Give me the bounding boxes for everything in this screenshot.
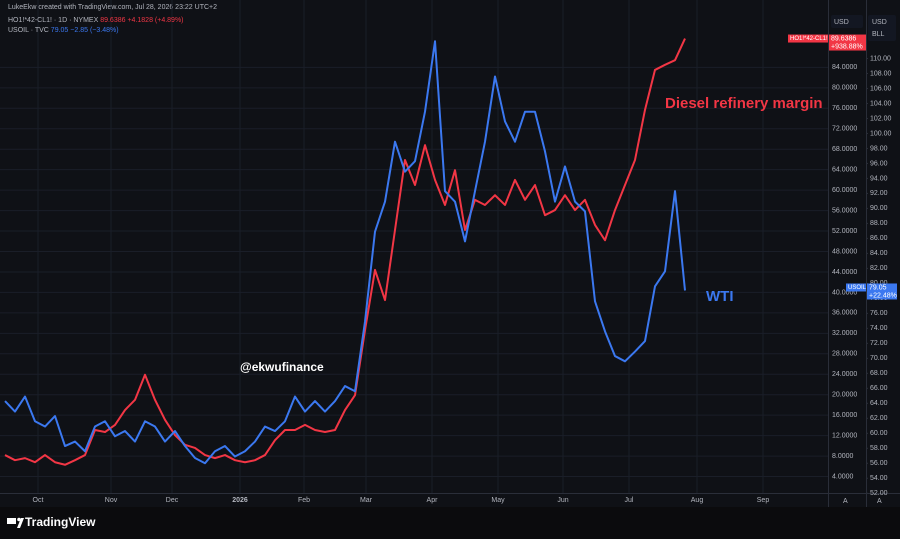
credit: LukeEkw created with TradingView.com, Ju…	[8, 4, 217, 11]
y2-tick-label: 68.00	[870, 370, 888, 377]
y-tick-label: 36.0000	[832, 310, 857, 317]
auto-scale-button[interactable]: A	[877, 498, 882, 505]
y-tick-label: 56.0000	[832, 207, 857, 214]
y2-tick-label: 54.00	[870, 475, 888, 482]
x-tick-label: Jun	[557, 497, 568, 504]
x-tick-label: Jul	[625, 497, 634, 504]
y2-tick-label: 56.00	[870, 460, 888, 467]
x-tick-label: Mar	[360, 497, 373, 504]
y-tick-label: 4.0000	[832, 473, 854, 480]
legend-text: HO1!*42-CL1! · 1D · NYMEX	[8, 17, 99, 24]
y-tick-label: 32.0000	[832, 330, 857, 337]
y-tick-label: 16.0000	[832, 412, 857, 419]
y2-tick-label: 64.00	[870, 400, 888, 407]
x-tick-label: Sep	[757, 497, 770, 504]
x-tick-label: Apr	[427, 497, 439, 504]
series-name: HO1!*42-CL1!	[790, 36, 828, 42]
y2-tick-label: 84.00	[870, 250, 888, 257]
x-tick-label: Feb	[298, 497, 310, 504]
y-tick-label: 28.0000	[832, 351, 857, 358]
y2-tick-label: 110.00	[870, 55, 891, 62]
y-tick-label: 20.0000	[832, 392, 857, 399]
last-value-label	[867, 283, 897, 300]
last-value: 89.6386	[831, 35, 856, 42]
y2-tick-label: 52.00	[870, 490, 888, 497]
y-tick-label: 60.0000	[832, 187, 857, 194]
y-tick-label: 48.0000	[832, 248, 857, 255]
last-value-label	[829, 34, 866, 51]
brand-logo	[7, 517, 24, 528]
y2-tick-label: 58.00	[870, 445, 888, 452]
y-tick-label: 64.0000	[832, 167, 857, 174]
legend-text: USOIL · TVC	[8, 27, 49, 34]
y2-tick-label: 102.00	[870, 115, 892, 122]
series-name-label	[788, 34, 828, 43]
currency[interactable]: USD	[872, 19, 887, 26]
annotation: Diesel refinery margin	[665, 95, 823, 112]
currency-button[interactable]	[868, 15, 896, 41]
y2-tick-label: 106.00	[870, 85, 892, 92]
legend-entry[interactable]: USOIL · TVC 79.05 −2.85 (−3.48%)	[8, 27, 119, 34]
y2-tick-label: 96.00	[870, 160, 888, 167]
y2-tick-label: 94.00	[870, 175, 888, 182]
y-tick-label: 76.0000	[832, 105, 857, 112]
y-tick-label: 80.0000	[832, 85, 857, 92]
legend-text: −2.85 (−3.48%)	[70, 27, 118, 34]
y-tick-label: 40.0000	[832, 289, 857, 296]
y2-tick-label: 86.00	[870, 235, 888, 242]
y-tick-label: 68.0000	[832, 146, 857, 153]
legend-text: 79.05	[51, 27, 69, 34]
currency-button[interactable]	[831, 15, 863, 28]
series-name-label	[846, 283, 866, 292]
x-tick-label: 2026	[232, 497, 248, 504]
y-tick-label: 84.0000	[832, 64, 857, 71]
y2-tick-label: 60.00	[870, 430, 888, 437]
y2-tick-label: 92.00	[870, 190, 888, 197]
grid	[0, 0, 828, 493]
y2-tick-label: 104.00	[870, 100, 892, 107]
legend-text: +4.1828 (+4.89%)	[127, 17, 183, 24]
y2-tick-label: 108.00	[870, 70, 892, 77]
y2-tick-label: 82.00	[870, 265, 888, 272]
total-change: +22.48%	[869, 292, 897, 299]
last-value: 79.05	[869, 284, 887, 291]
x-tick-label: Aug	[691, 497, 704, 504]
series-line	[4, 38, 686, 466]
currency[interactable]: USD	[834, 19, 849, 26]
total-change: +938.88%	[831, 43, 863, 50]
y2-tick-label: 66.00	[870, 385, 888, 392]
y-tick-label: 24.0000	[832, 371, 857, 378]
y2-tick-label: 72.00	[870, 340, 888, 347]
x-tick-label: Oct	[33, 497, 44, 504]
x-tick-label: May	[491, 497, 505, 504]
series-name: USOIL	[848, 285, 867, 291]
y2-tick-label: 100.00	[870, 130, 892, 137]
y2-tick-label: 76.00	[870, 310, 888, 317]
y2-tick-label: 70.00	[870, 355, 888, 362]
annotation: WTI	[706, 288, 734, 305]
brand: TradingView	[25, 515, 96, 529]
y2-tick-label: 98.00	[870, 145, 888, 152]
auto-scale-button[interactable]: A	[843, 498, 848, 505]
legend-entry[interactable]: HO1!*42-CL1! · 1D · NYMEX 89.6386 +4.182…	[8, 17, 184, 24]
x-tick-label: Dec	[166, 497, 179, 504]
annotation: @ekwufinance	[240, 360, 324, 374]
y-tick-label: 12.0000	[832, 432, 857, 439]
y-tick-label: 72.0000	[832, 126, 857, 133]
y-tick-label: 44.0000	[832, 269, 857, 276]
y-tick-label: 8.0000	[832, 453, 854, 460]
y2-tick-label: 90.00	[870, 205, 888, 212]
y2-tick-label: 88.00	[870, 220, 888, 227]
series-line	[4, 40, 686, 465]
legend-text: 89.6386	[100, 17, 125, 24]
y2-tick-label: 62.00	[870, 415, 888, 422]
y2-tick-label: 74.00	[870, 325, 888, 332]
footer	[0, 507, 900, 539]
y-tick-label: 52.0000	[832, 228, 857, 235]
unit[interactable]: BLL	[872, 31, 885, 38]
x-tick-label: Nov	[105, 497, 118, 504]
